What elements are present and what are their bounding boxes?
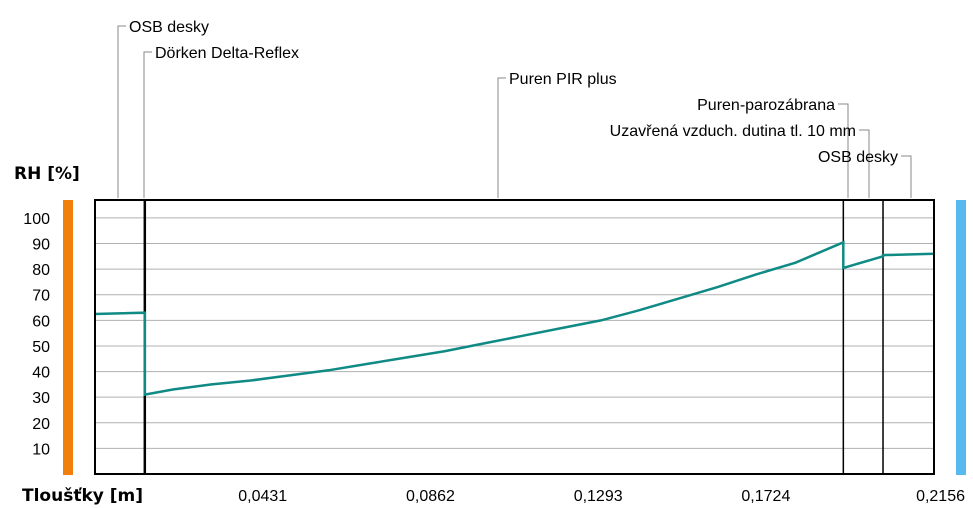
layer-annotation-label: OSB desky [129, 19, 209, 36]
layer-annotation-label: Puren PIR plus [509, 71, 617, 88]
plot-frame [94, 199, 935, 475]
layer-annotation-label: Dörken Delta-Reflex [155, 45, 299, 62]
layer-annotation-label: Uzavřená vzduch. dutina tl. 10 mm [610, 123, 856, 140]
x-tick-label: 0,2156 [916, 488, 965, 505]
y-tick-label: 50 [32, 339, 50, 356]
rh-series-line [94, 240, 935, 397]
annotation-leader [497, 77, 506, 198]
annotation-leader [901, 155, 912, 198]
exterior-bar [956, 200, 966, 475]
y-tick-label: 90 [32, 237, 50, 254]
annotation-leader [117, 25, 126, 198]
y-tick-label: 70 [32, 288, 50, 305]
layer-annotation-label: OSB desky [818, 149, 898, 166]
y-ticks: 10 20 30 40 50 60 70 80 90 100 [23, 211, 50, 458]
x-tick-label: 0,1293 [574, 488, 623, 505]
interior-bar [63, 200, 73, 475]
y-tick-label: 100 [23, 211, 50, 228]
layer-annotations: OSB desky Dörken Delta-Reflex Puren PIR pl… [117, 19, 912, 198]
annotation-leader [143, 51, 152, 198]
y-tick-label: 20 [32, 416, 50, 433]
annotation-leader [859, 129, 870, 198]
y-tick-label: 80 [32, 262, 50, 279]
x-tick-label: 0,1724 [741, 488, 790, 505]
y-axis-title: RH [%] [14, 164, 80, 184]
layer-annotation-label: Puren-parozábrana [697, 97, 835, 114]
y-tick-label: 30 [32, 390, 50, 407]
y-tick-label: 10 [32, 441, 50, 458]
grid-lines [95, 217, 934, 449]
y-tick-label: 60 [32, 313, 50, 330]
x-ticks: 0,0431 0,0862 0,1293 0,1724 0,2156 [238, 488, 965, 505]
x-axis-title: Tloušťky [m] [22, 486, 143, 506]
annotation-leader [838, 103, 849, 198]
x-tick-label: 0,0862 [406, 488, 455, 505]
y-tick-label: 40 [32, 365, 50, 382]
x-tick-label: 0,0431 [238, 488, 287, 505]
